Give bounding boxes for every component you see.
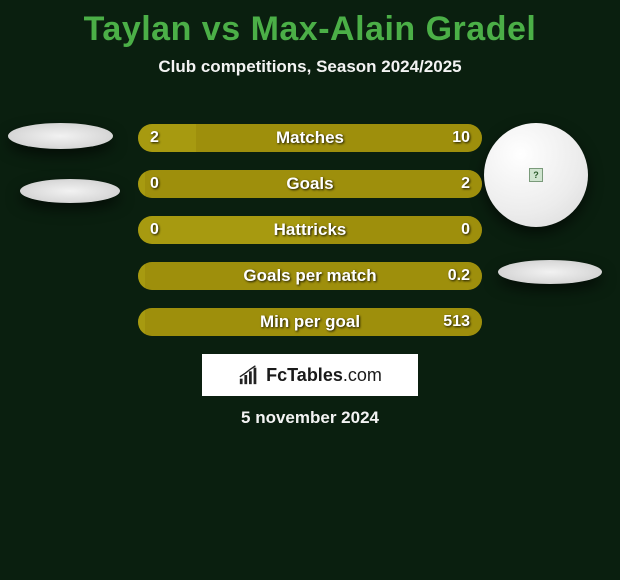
player-right-shadow [498, 260, 602, 284]
stat-value-right: 2 [449, 170, 482, 198]
stat-value-left: 2 [138, 124, 171, 152]
stat-value-right: 0 [449, 216, 482, 244]
date-label: 5 november 2024 [0, 408, 620, 428]
stat-row: Goals0 2 [138, 170, 482, 198]
stat-row: Min per goal513 [138, 308, 482, 336]
stat-value-left: 0 [138, 170, 171, 198]
stat-value-right: 513 [431, 308, 482, 336]
fctables-logo-icon [238, 364, 260, 386]
stat-value-left [138, 262, 162, 290]
page-title: Taylan vs Max-Alain Gradel [0, 0, 620, 49]
player-left-shadow-2 [20, 179, 120, 203]
stat-row: Goals per match0.2 [138, 262, 482, 290]
stat-label: Matches [138, 124, 482, 152]
stat-value-right: 10 [440, 124, 482, 152]
stat-value-left: 0 [138, 216, 171, 244]
stats-bars: Matches210Goals02Hattricks00Goals per ma… [138, 124, 482, 354]
stat-label: Hattricks [138, 216, 482, 244]
stat-label: Goals [138, 170, 482, 198]
subtitle: Club competitions, Season 2024/2025 [0, 57, 620, 77]
fctables-logo: FcTables.com [202, 354, 418, 396]
player-right-avatar: ? [484, 123, 588, 227]
stat-label: Goals per match [138, 262, 482, 290]
missing-image-icon: ? [529, 168, 543, 182]
stat-value-left [138, 308, 162, 336]
stat-value-right: 0.2 [436, 262, 482, 290]
player-left-shadow-1 [8, 123, 113, 149]
stat-row: Hattricks0 0 [138, 216, 482, 244]
stat-row: Matches2 10 [138, 124, 482, 152]
fctables-logo-text: FcTables.com [266, 365, 382, 386]
